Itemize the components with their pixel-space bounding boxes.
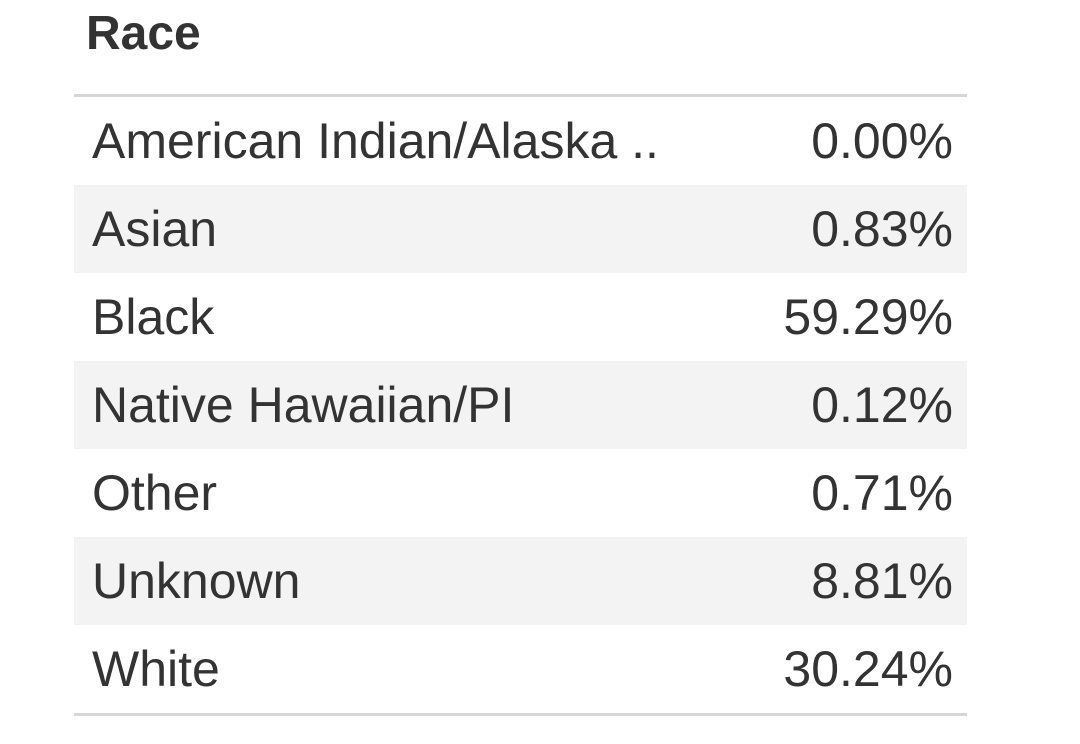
table-row: Unknown 8.81%	[74, 537, 967, 625]
row-value: 0.83%	[811, 201, 953, 257]
row-value: 8.81%	[811, 553, 953, 609]
table-title: Race	[86, 7, 201, 60]
table-row: White 30.24%	[74, 625, 967, 713]
row-value: 59.29%	[783, 289, 953, 345]
row-label: Other	[92, 465, 218, 521]
row-label: Black	[92, 289, 215, 345]
table-row: Asian 0.83%	[74, 185, 967, 273]
header-divider	[74, 94, 967, 97]
row-value: 30.24%	[783, 641, 953, 697]
row-value: 0.71%	[811, 465, 953, 521]
footer-divider	[74, 713, 967, 716]
row-label: American Indian/Alaska ..	[92, 113, 659, 169]
table-title-container: Race	[74, 0, 967, 94]
table-row: American Indian/Alaska .. 0.00%	[74, 97, 967, 185]
row-value: 0.00%	[811, 113, 953, 169]
table-row: Other 0.71%	[74, 449, 967, 537]
row-value: 0.12%	[811, 377, 953, 433]
table-row: Native Hawaiian/PI 0.12%	[74, 361, 967, 449]
row-label: Native Hawaiian/PI	[92, 377, 515, 433]
race-table: Race American Indian/Alaska .. 0.00% Asi…	[74, 0, 967, 716]
row-label: Asian	[92, 201, 218, 257]
row-label: Unknown	[92, 553, 301, 609]
table-row: Black 59.29%	[74, 273, 967, 361]
row-label: White	[92, 641, 220, 697]
